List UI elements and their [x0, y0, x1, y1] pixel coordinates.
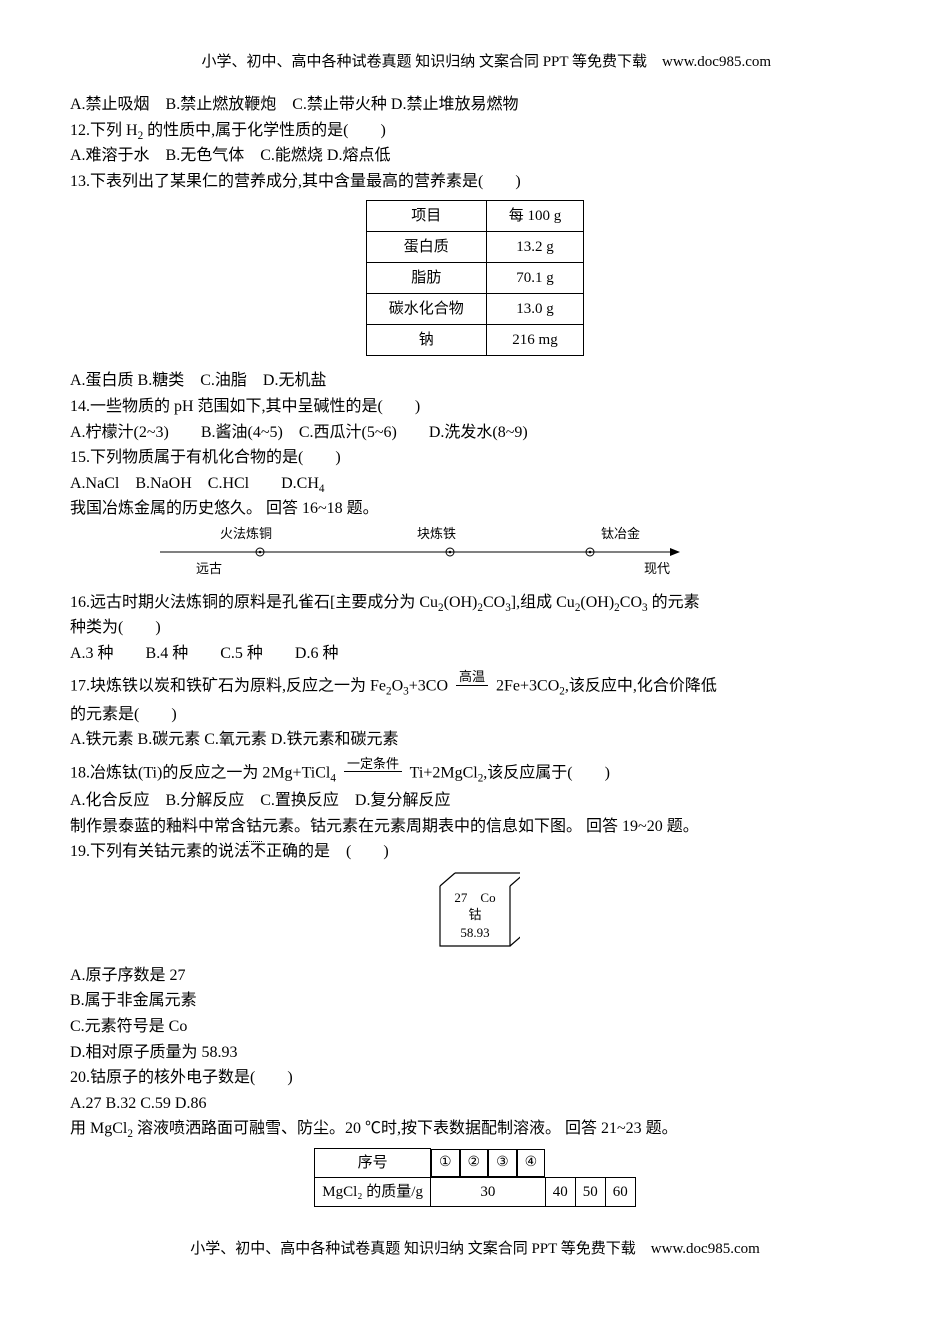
nutri-r3b: 13.0 g — [486, 294, 584, 325]
q11-options: A.禁止吸烟 B.禁止燃放鞭炮 C.禁止带火种 D.禁止堆放易燃物 — [70, 92, 880, 118]
q18-options: A.化合反应 B.分解反应 C.置换反应 D.复分解反应 — [70, 788, 880, 814]
tl-bot2: 现代 — [644, 559, 670, 580]
q12-stem-a: 12.下列 H — [70, 122, 138, 139]
mg-r0: MgCl₂ 的质量/g — [315, 1178, 431, 1207]
q12-stem-b: 的性质中,属于化学性质的是( ) — [143, 122, 386, 139]
q20-stem: 20.钴原子的核外电子数是( ) — [70, 1065, 880, 1091]
q15-stem: 15.下列物质属于有机化合物的是( ) — [70, 445, 880, 471]
q17-stem-line2: 的元素是( ) — [70, 702, 880, 728]
q19intro-c: 元素。钴元素在元素周期表中的信息如下图。 回答 19~20 题。 — [262, 818, 699, 835]
q18-c: ,该反应属于( ) — [483, 764, 610, 781]
q13-options: A.蛋白质 B.糖类 C.油脂 D.无机盐 — [70, 368, 880, 394]
q19-stem: 19.下列有关钴元素的说法不正确的是 ( ) — [70, 839, 880, 865]
page-header: 小学、初中、高中各种试卷真题 知识归纳 文案合同 PPT 等免费下载 www.d… — [70, 50, 880, 74]
mg-v4: 60 — [605, 1178, 635, 1207]
timeline-arrow-svg — [160, 545, 680, 559]
tl-top3: 钛冶金 — [601, 524, 640, 545]
tl-top2: 块炼铁 — [417, 524, 456, 545]
q16-e: (OH) — [580, 594, 614, 611]
q15-options: A.NaCl B.NaOH C.HCl D.CH4 — [70, 471, 880, 497]
q19-opt-a: A.原子序数是 27 — [70, 963, 880, 989]
mg-v2: 40 — [545, 1178, 575, 1207]
q19intro-b: 钴 — [246, 814, 262, 840]
nutri-r2a: 脂肪 — [366, 263, 486, 294]
elem-l1: 27 Co — [430, 889, 520, 907]
q19-opt-b: B.属于非金属元素 — [70, 988, 880, 1014]
q18-stem: 18.冶炼钛(Ti)的反应之一为 2Mg+TiCl4 一定条件 Ti+2MgCl… — [70, 759, 880, 788]
q12-options: A.难溶于水 B.无色气体 C.能燃烧 D.熔点低 — [70, 143, 880, 169]
mg-c3: ③ — [488, 1149, 517, 1177]
mg-c2: ② — [460, 1149, 489, 1177]
q16-c: CO — [483, 594, 505, 611]
nutri-r3a: 碳水化合物 — [366, 294, 486, 325]
q16-stem-line1: 16.远古时期火法炼铜的原料是孔雀石[主要成分为 Cu2(OH)2CO3],组成… — [70, 590, 880, 616]
q17-a: 17.块炼铁以炭和铁矿石为原料,反应之一为 Fe — [70, 678, 386, 695]
mg-v3: 50 — [575, 1178, 605, 1207]
nutri-r2b: 70.1 g — [486, 263, 584, 294]
q14-options: A.柠檬汁(2~3) B.酱油(4~5) C.西瓜汁(5~6) D.洗发水(8~… — [70, 420, 880, 446]
q21intro-b: 溶液喷洒路面可融雪、防尘。20 ℃时,按下表数据配制溶液。 回答 21~23 题… — [133, 1120, 678, 1137]
q17-cond-bot — [456, 686, 488, 700]
nutri-r1a: 蛋白质 — [366, 232, 486, 263]
element-card: 27 Co 钴 58.93 — [430, 871, 520, 951]
q16-f: CO — [620, 594, 642, 611]
q16-g: 的元素 — [648, 594, 700, 611]
q18-condition: 一定条件 — [344, 757, 402, 786]
q19-opt-d: D.相对原子质量为 58.93 — [70, 1040, 880, 1066]
nutri-h2: 每 100 g — [486, 201, 584, 232]
q16-d: ],组成 Cu — [511, 594, 575, 611]
mg-c1: ① — [431, 1149, 460, 1177]
q21intro-a: 用 MgCl — [70, 1120, 127, 1137]
nutri-r1b: 13.2 g — [486, 232, 584, 263]
q14-stem: 14.一些物质的 pH 范围如下,其中呈碱性的是( ) — [70, 394, 880, 420]
q19intro-a: 制作景泰蓝的釉料中常含 — [70, 818, 246, 835]
q18-cond-bot — [344, 772, 402, 786]
mg-v1: 30 — [430, 1178, 545, 1207]
q16-intro: 我国冶炼金属的历史悠久。 回答 16~18 题。 — [70, 496, 880, 522]
q13-stem: 13.下表列出了某果仁的营养成分,其中含量最高的营养素是( ) — [70, 169, 880, 195]
nutri-r4b: 216 mg — [486, 325, 584, 356]
elem-l3: 58.93 — [430, 924, 520, 942]
nutri-r4a: 钠 — [366, 325, 486, 356]
q16-options: A.3 种 B.4 种 C.5 种 D.6 种 — [70, 641, 880, 667]
nutri-h1: 项目 — [366, 201, 486, 232]
mg-h0: 序号 — [315, 1149, 431, 1178]
q16-a: 16.远古时期火法炼铜的原料是孔雀石[主要成分为 Cu — [70, 594, 438, 611]
q21-intro: 用 MgCl2 溶液喷洒路面可融雪、防尘。20 ℃时,按下表数据配制溶液。 回答… — [70, 1116, 880, 1142]
q16-b: (OH) — [444, 594, 478, 611]
tl-bot1: 远古 — [196, 559, 222, 580]
q19-opt-c: C.元素符号是 Co — [70, 1014, 880, 1040]
q17-e: ,该反应中,化合价降低 — [565, 678, 717, 695]
page-footer: 小学、初中、高中各种试卷真题 知识归纳 文案合同 PPT 等免费下载 www.d… — [70, 1237, 880, 1261]
q15-opts-a: A.NaCl B.NaOH C.HCl D.CH — [70, 475, 319, 492]
q17-c: +3CO — [409, 678, 448, 695]
q17-d: 2Fe+3CO — [496, 678, 559, 695]
q17-options: A.铁元素 B.碳元素 C.氧元素 D.铁元素和碳元素 — [70, 727, 880, 753]
ticl4: 4 — [330, 772, 336, 784]
metallurgy-timeline: 火法炼铜 块炼铁 钛冶金 远古 现代 — [160, 524, 680, 580]
q18-a: 18.冶炼钛(Ti)的反应之一为 2Mg+TiCl — [70, 764, 330, 781]
q16-stem-line2: 种类为( ) — [70, 615, 880, 641]
tl-top1: 火法炼铜 — [220, 524, 272, 545]
q18-b: Ti+2MgCl — [410, 764, 478, 781]
elem-l2: 钴 — [430, 906, 520, 924]
nutrition-table: 项目每 100 g 蛋白质13.2 g 脂肪70.1 g 碳水化合物13.0 g… — [366, 200, 585, 356]
q12-stem: 12.下列 H2 的性质中,属于化学性质的是( ) — [70, 118, 880, 144]
q19-intro: 制作景泰蓝的釉料中常含钴元素。钴元素在元素周期表中的信息如下图。 回答 19~2… — [70, 814, 880, 840]
q17-cond-top: 高温 — [456, 670, 488, 686]
mgcl2-table: 序号 ① ② ③ ④ MgCl₂ 的质量/g 30 40 50 60 — [314, 1148, 635, 1207]
q18-cond-top: 一定条件 — [344, 757, 402, 773]
q17-b: O — [392, 678, 404, 695]
q17-condition: 高温 — [456, 670, 488, 699]
q20-options: A.27 B.32 C.59 D.86 — [70, 1091, 880, 1117]
q17-stem-line1: 17.块炼铁以炭和铁矿石为原料,反应之一为 Fe2O3+3CO 高温 2Fe+3… — [70, 672, 880, 701]
ch4-sub: 4 — [319, 483, 325, 495]
mg-c4: ④ — [517, 1149, 546, 1177]
